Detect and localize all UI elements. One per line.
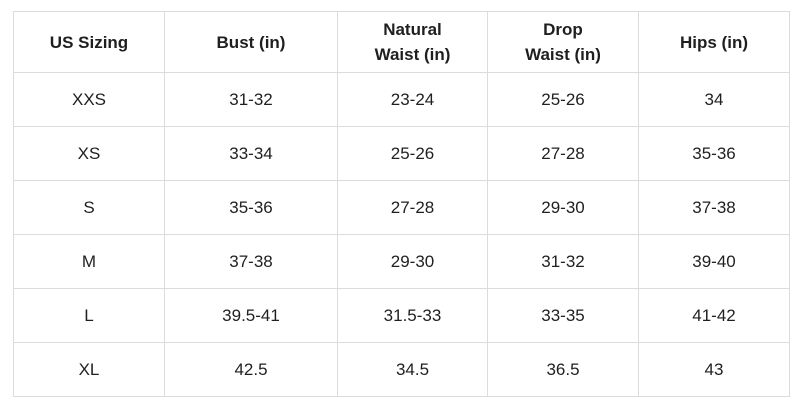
table-row: XXS 31-32 23-24 25-26 34 — [13, 72, 790, 127]
cell-natural-waist: 25-26 — [337, 126, 488, 181]
size-table: US Sizing Bust (in) Natural Waist (in) D… — [13, 11, 790, 397]
cell-bust: 42.5 — [164, 342, 338, 397]
cell-hips: 41-42 — [638, 288, 790, 343]
cell-bust: 39.5-41 — [164, 288, 338, 343]
cell-natural-waist: 23-24 — [337, 72, 488, 127]
cell-drop-waist: 25-26 — [487, 72, 639, 127]
table-row: XS 33-34 25-26 27-28 35-36 — [13, 126, 790, 181]
cell-drop-waist: 27-28 — [487, 126, 639, 181]
header-bust: Bust (in) — [164, 11, 338, 73]
cell-hips: 35-36 — [638, 126, 790, 181]
cell-hips: 37-38 — [638, 180, 790, 235]
table-row: S 35-36 27-28 29-30 37-38 — [13, 180, 790, 235]
cell-hips: 43 — [638, 342, 790, 397]
cell-drop-waist: 29-30 — [487, 180, 639, 235]
cell-drop-waist: 31-32 — [487, 234, 639, 289]
cell-drop-waist: 33-35 — [487, 288, 639, 343]
cell-natural-waist: 27-28 — [337, 180, 488, 235]
cell-bust: 31-32 — [164, 72, 338, 127]
header-row: US Sizing Bust (in) Natural Waist (in) D… — [13, 11, 790, 73]
cell-natural-waist: 31.5-33 — [337, 288, 488, 343]
header-us-sizing: US Sizing — [13, 11, 165, 73]
table-row: XL 42.5 34.5 36.5 43 — [13, 342, 790, 397]
cell-bust: 35-36 — [164, 180, 338, 235]
size-chart: US Sizing Bust (in) Natural Waist (in) D… — [13, 11, 790, 397]
cell-natural-waist: 29-30 — [337, 234, 488, 289]
cell-us-size: XXS — [13, 72, 165, 127]
cell-us-size: S — [13, 180, 165, 235]
cell-drop-waist: 36.5 — [487, 342, 639, 397]
cell-natural-waist: 34.5 — [337, 342, 488, 397]
header-hips: Hips (in) — [638, 11, 790, 73]
cell-us-size: XL — [13, 342, 165, 397]
cell-hips: 34 — [638, 72, 790, 127]
cell-bust: 33-34 — [164, 126, 338, 181]
cell-us-size: L — [13, 288, 165, 343]
cell-bust: 37-38 — [164, 234, 338, 289]
table-row: L 39.5-41 31.5-33 33-35 41-42 — [13, 288, 790, 343]
header-natural-waist: Natural Waist (in) — [337, 11, 488, 73]
cell-us-size: XS — [13, 126, 165, 181]
header-drop-waist: Drop Waist (in) — [487, 11, 639, 73]
table-row: M 37-38 29-30 31-32 39-40 — [13, 234, 790, 289]
cell-hips: 39-40 — [638, 234, 790, 289]
cell-us-size: M — [13, 234, 165, 289]
